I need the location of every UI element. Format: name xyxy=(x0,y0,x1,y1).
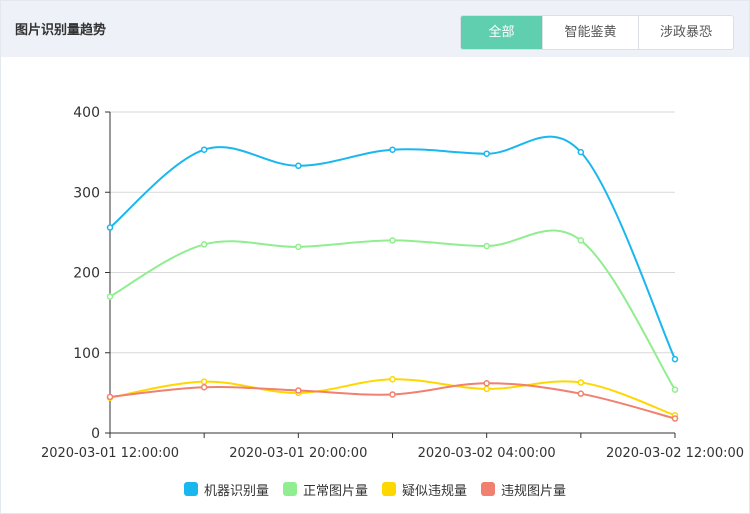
data-point xyxy=(295,162,302,170)
tab-porn-detection[interactable]: 智能鉴黄 xyxy=(542,16,638,49)
data-point xyxy=(577,390,585,397)
data-point xyxy=(483,385,490,393)
data-point xyxy=(389,375,396,383)
data-point xyxy=(200,146,208,153)
legend-swatch xyxy=(481,482,496,496)
legend-label: 违规图片量 xyxy=(501,483,567,499)
legend-swatch xyxy=(282,482,297,496)
data-point xyxy=(577,379,585,386)
tab-all[interactable]: 全部 xyxy=(461,16,542,49)
panel-header: 图片识别量趋势 全部 智能鉴黄 涉政暴恐 xyxy=(1,1,749,57)
x-tick-label: 2020-03-02 04:00:00 xyxy=(418,446,556,461)
data-point xyxy=(671,386,679,393)
data-point xyxy=(106,224,114,231)
data-point xyxy=(200,378,208,385)
legend-swatch xyxy=(183,482,198,496)
legend-item-machine[interactable]: 机器识别量 xyxy=(183,480,269,499)
legend-swatch xyxy=(382,482,396,496)
data-point xyxy=(295,243,302,251)
y-tick-label: 100 xyxy=(73,346,100,362)
legend-label: 机器识别量 xyxy=(203,483,269,499)
data-point xyxy=(577,237,585,244)
y-tick-label: 0 xyxy=(91,426,100,442)
data-point xyxy=(106,393,114,401)
data-point xyxy=(577,148,585,156)
x-tick-label: 2020-03-01 12:00:00 xyxy=(41,446,179,461)
data-point xyxy=(200,241,208,248)
legend-label: 正常图片量 xyxy=(302,483,368,499)
data-point xyxy=(389,391,396,398)
data-point xyxy=(295,387,302,394)
data-point xyxy=(106,293,114,300)
tab-politics-terror[interactable]: 涉政暴恐 xyxy=(638,16,733,49)
x-tick-label: 2020-03-01 20:00:00 xyxy=(229,446,367,461)
x-tick-label: 2020-03-02 12:00:00 xyxy=(606,446,744,461)
data-point xyxy=(389,146,396,153)
data-point xyxy=(483,150,490,157)
category-tabs: 全部 智能鉴黄 涉政暴恐 xyxy=(460,15,734,50)
legend-item-violation[interactable]: 违规图片量 xyxy=(481,480,566,499)
data-point xyxy=(200,384,208,391)
data-point xyxy=(389,237,396,244)
y-tick-label: 400 xyxy=(73,105,100,121)
legend-item-suspected[interactable]: 疑似违规量 xyxy=(382,480,467,499)
chart-legend: 机器识别量 正常图片量 疑似违规量 违规图片量 xyxy=(0,478,750,500)
series-line-1 xyxy=(109,229,676,391)
legend-label: 疑似违规量 xyxy=(402,483,468,499)
data-point xyxy=(483,379,490,387)
y-tick-label: 200 xyxy=(73,266,100,282)
y-tick-label: 300 xyxy=(73,185,100,201)
data-point xyxy=(483,242,490,250)
line-chart: 0 100 200 300 400 2020-03-01 12:00:00 2020-03-… xyxy=(41,105,744,461)
panel-title: 图片识别量趋势 xyxy=(15,23,107,38)
series-line-3 xyxy=(109,382,676,420)
data-point xyxy=(671,415,679,422)
legend-item-normal[interactable]: 正常图片量 xyxy=(282,480,368,499)
data-point xyxy=(671,355,679,363)
